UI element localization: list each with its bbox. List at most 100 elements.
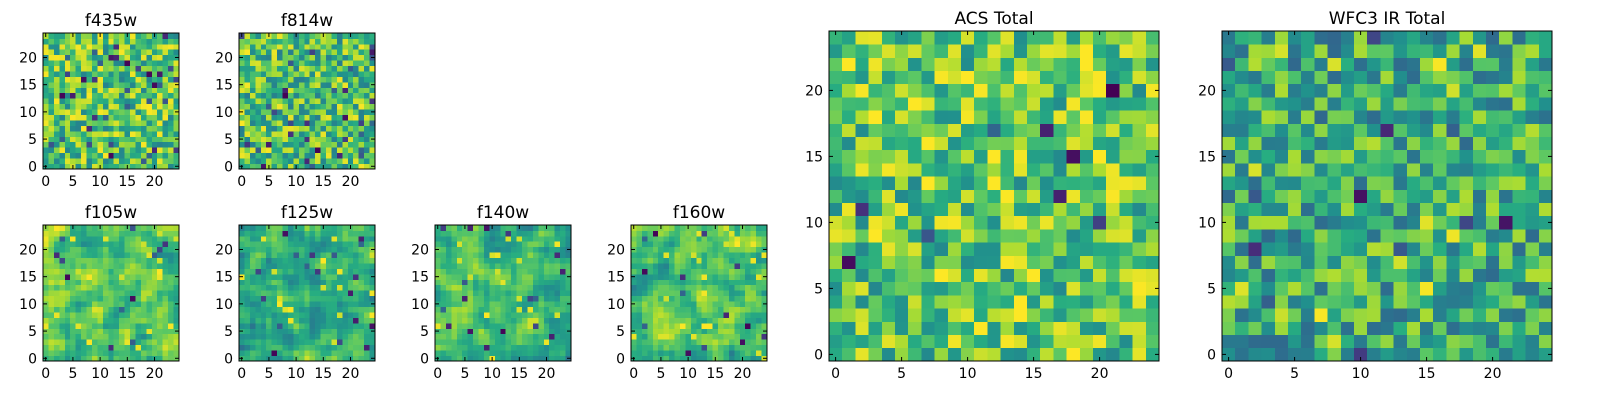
heatmap-cell — [336, 109, 343, 115]
heatmap-cell — [440, 328, 447, 335]
heatmap-cell — [239, 230, 245, 237]
heatmap-cell — [842, 268, 856, 283]
heatmap-cell — [130, 33, 136, 39]
heatmap-cell — [641, 225, 648, 231]
heatmap-cell — [1040, 215, 1054, 230]
heatmap-cell — [97, 54, 104, 61]
heatmap-cell — [130, 284, 136, 291]
heatmap-cell — [86, 81, 93, 88]
heatmap-cell — [64, 158, 71, 164]
heatmap-cell — [326, 147, 332, 154]
heatmap-cell — [369, 147, 376, 154]
heatmap-cell — [500, 241, 507, 248]
heatmap-cell — [494, 273, 501, 280]
heatmap-cell — [1393, 334, 1408, 349]
heatmap-cell — [679, 344, 686, 351]
heatmap-cell — [855, 334, 869, 349]
heatmap-cell — [1013, 163, 1028, 177]
heatmap-cell — [331, 225, 338, 231]
heatmap-cell — [505, 284, 512, 291]
heatmap-cell — [652, 246, 659, 253]
heatmap-cell — [157, 158, 164, 164]
heatmap-cell — [674, 306, 681, 313]
heatmap-cell — [527, 225, 534, 231]
heatmap-cell — [1119, 189, 1133, 203]
heatmap-cell — [304, 279, 311, 286]
heatmap-cell — [451, 350, 458, 356]
heatmap-cell — [53, 333, 60, 340]
heatmap-cell — [53, 350, 60, 356]
heatmap-cell — [511, 284, 517, 291]
heatmap-cell — [81, 333, 87, 340]
heatmap-cell — [1261, 163, 1276, 177]
heatmap-cell — [641, 322, 648, 329]
heatmap-cell — [108, 76, 115, 83]
heatmap-cell — [934, 268, 949, 283]
heatmap-cell — [456, 350, 463, 356]
heatmap-cell — [647, 322, 654, 329]
heatmap-cell — [718, 328, 724, 335]
heatmap-cell — [298, 33, 305, 39]
heatmap-cell — [309, 301, 316, 307]
heatmap-cell — [829, 110, 843, 124]
heatmap-cell — [543, 350, 550, 356]
heatmap-cell — [260, 273, 267, 280]
heatmap-cell — [113, 312, 120, 318]
heatmap-cell — [86, 273, 93, 280]
heatmap-cell — [641, 328, 648, 335]
heatmap-cell — [326, 273, 332, 280]
heatmap-cell — [895, 334, 909, 349]
heatmap-cell — [1079, 31, 1094, 45]
heatmap-cell — [119, 109, 125, 115]
heatmap-cell — [855, 123, 869, 137]
heatmap-cell — [745, 328, 752, 335]
heatmap-cell — [1222, 281, 1236, 296]
heatmap-cell — [451, 295, 458, 302]
heatmap-cell — [59, 158, 66, 164]
heatmap-cell — [162, 147, 169, 154]
heatmap-cell — [718, 333, 724, 340]
heatmap-cell — [1512, 321, 1526, 335]
heatmap-cell — [1000, 57, 1015, 71]
heatmap-cell — [1132, 176, 1147, 190]
heatmap-cell — [549, 322, 556, 329]
heatmap-cell — [728, 246, 735, 253]
heatmap-cell — [543, 295, 550, 302]
heatmap-cell — [119, 350, 125, 356]
heatmap-cell — [489, 290, 496, 297]
heatmap-cell — [298, 290, 305, 297]
heatmap-cell — [369, 241, 376, 248]
heatmap-cell — [868, 295, 883, 309]
heatmap-cell — [855, 347, 869, 362]
heatmap-cell — [97, 279, 104, 286]
heatmap-cell — [707, 230, 713, 237]
heatmap-cell — [244, 103, 251, 110]
heatmap-cell — [663, 344, 670, 351]
heatmap-cell — [549, 230, 556, 237]
heatmap-cell — [1106, 31, 1120, 45]
heatmap-cell — [647, 252, 654, 259]
heatmap-cell — [685, 317, 692, 324]
heatmap-cell — [271, 235, 278, 242]
heatmap-cell — [1340, 215, 1355, 230]
heatmap-cell — [48, 33, 55, 39]
heatmap-cell — [1027, 281, 1041, 296]
heatmap-cell — [1132, 268, 1147, 283]
y-tick-label: 10 — [607, 297, 625, 313]
heatmap-cell — [135, 87, 142, 94]
heatmap-cell — [53, 76, 60, 83]
heatmap-cell — [64, 290, 71, 297]
heatmap-cell — [1145, 295, 1160, 309]
heatmap-cell — [255, 290, 262, 297]
heatmap-cell — [560, 328, 566, 335]
heatmap-cell — [522, 306, 528, 313]
heatmap-cell — [140, 333, 147, 340]
heatmap-cell — [48, 295, 55, 302]
heatmap-cell — [908, 255, 922, 269]
heatmap-cell — [151, 65, 158, 72]
heatmap-cell — [1000, 281, 1015, 296]
heatmap-cell — [658, 344, 665, 351]
heatmap-cell — [86, 344, 93, 351]
heatmap-cell — [298, 235, 305, 242]
heatmap-cell — [961, 189, 975, 203]
